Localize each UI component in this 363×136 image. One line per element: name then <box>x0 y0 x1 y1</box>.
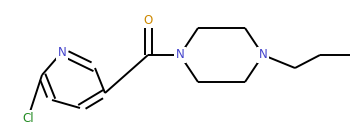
Text: N: N <box>258 49 268 61</box>
Text: N: N <box>58 46 66 58</box>
Text: Cl: Cl <box>22 112 34 124</box>
Text: O: O <box>143 13 152 27</box>
Text: N: N <box>176 49 184 61</box>
